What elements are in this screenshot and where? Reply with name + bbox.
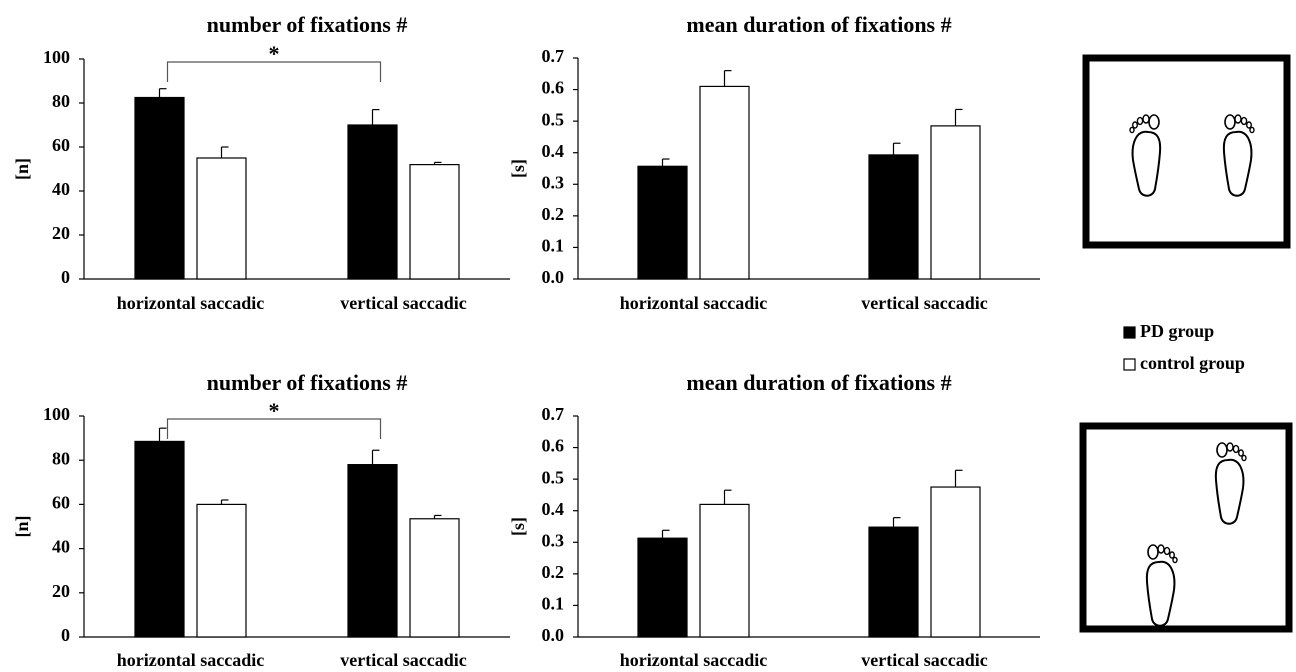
legend-label: control group [1140,353,1245,373]
y-tick-label: 60 [52,493,70,513]
bar [135,98,184,280]
footprint [1216,443,1246,524]
condition-frame [1083,426,1289,629]
legend-swatch [1124,359,1135,370]
bar [348,125,397,279]
y-tick-label: 20 [52,223,70,243]
y-tick-label: 0.2 [542,562,565,582]
chart-title: mean duration of fixations # [686,370,951,395]
bar [931,487,980,637]
x-tick-label: vertical saccadic [861,650,987,670]
x-tick-label: horizontal saccadic [620,650,767,670]
y-tick-label: 0.1 [542,236,565,256]
x-tick-label: vertical saccadic [340,650,466,670]
bar [638,538,687,637]
x-tick-label: vertical saccadic [340,293,466,313]
y-tick-label: 0 [61,625,70,645]
y-tick-label: 0.7 [542,46,565,66]
y-tick-label: 0.5 [542,467,565,487]
bar [410,519,459,637]
y-tick-label: 80 [52,448,70,468]
y-tick-label: 0.0 [542,625,565,645]
y-tick-label: 40 [52,537,70,557]
x-tick-label: vertical saccadic [861,293,987,313]
y-tick-label: 0.4 [542,141,565,161]
bar [869,155,918,279]
chart-title: mean duration of fixations # [686,12,951,37]
bar [931,126,980,279]
footprint [1130,115,1160,196]
y-axis-label: [n] [12,516,32,538]
y-tick-label: 100 [43,47,70,67]
bar [638,166,687,279]
y-tick-label: 0.0 [542,267,565,287]
y-tick-label: 0.1 [542,594,565,614]
y-tick-label: 0.2 [542,204,565,224]
footprint [1147,545,1177,626]
footprint [1224,115,1254,196]
y-tick-label: 0.3 [542,530,565,550]
y-axis-label: [s] [508,517,528,536]
y-tick-label: 0.7 [542,404,565,424]
y-tick-label: 0.5 [542,109,565,129]
bar [197,158,246,279]
legend-label: PD group [1140,321,1214,341]
bar [869,527,918,637]
y-tick-label: 60 [52,135,70,155]
bar [348,465,397,637]
significance-marker: * [269,41,280,66]
condition-frame [1086,58,1287,245]
y-tick-label: 0.4 [542,499,565,519]
chart-title: number of fixations # [207,370,408,395]
chart-title: number of fixations # [207,12,408,37]
x-tick-label: horizontal saccadic [620,293,767,313]
y-tick-label: 80 [52,91,70,111]
x-tick-label: horizontal saccadic [117,293,264,313]
chart: number of fixations # [n] 0 20 40 60 80 100 hori… [12,12,510,313]
bar [135,441,184,637]
significance-marker: * [269,398,280,423]
x-tick-label: horizontal saccadic [117,650,264,670]
bar [700,86,749,279]
bar [700,504,749,637]
y-axis-label: [s] [508,159,528,178]
y-tick-label: 40 [52,179,70,199]
y-tick-label: 0 [61,267,70,287]
y-tick-label: 0.3 [542,172,565,192]
bar [410,165,459,279]
chart: mean duration of fixations # [s] 0.0 0.1 0.2… [508,370,1040,670]
legend-swatch [1124,327,1135,338]
y-tick-label: 100 [43,404,70,424]
chart: number of fixations # [n] 0 20 40 60 80 100 hori… [12,370,510,670]
chart: mean duration of fixations # [s] 0.0 0.1 0.2… [508,12,1040,313]
bar [197,504,246,637]
figure: number of fixations # [n] 0 20 40 60 80 100 hori… [0,0,1296,672]
y-tick-label: 0.6 [542,436,565,456]
y-axis-label: [n] [12,158,32,180]
y-tick-label: 0.6 [542,78,565,98]
y-tick-label: 20 [52,581,70,601]
